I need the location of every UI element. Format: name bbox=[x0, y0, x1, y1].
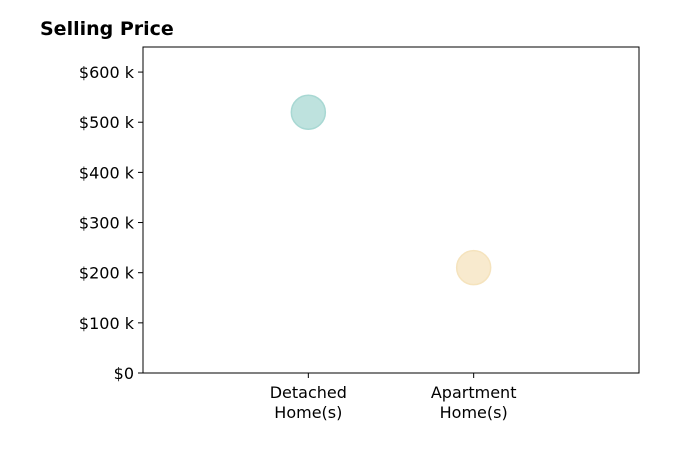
y-tick-label: $100 k bbox=[79, 314, 135, 333]
y-tick-label: $500 k bbox=[79, 113, 135, 132]
data-point bbox=[455, 249, 492, 286]
y-tick-label: $400 k bbox=[79, 163, 135, 182]
plot-area bbox=[142, 46, 640, 374]
y-tick-label: $0 bbox=[114, 364, 134, 383]
data-points bbox=[290, 94, 492, 286]
x-tick-label: Home(s) bbox=[440, 403, 508, 422]
y-axis: $0 $100 k $200 k $300 k $400 k $500 k $600 k bbox=[79, 63, 143, 383]
data-point bbox=[290, 94, 327, 130]
y-tick-label: $300 k bbox=[79, 214, 135, 233]
y-tick-label: $600 k bbox=[79, 63, 135, 82]
x-tick-label: Home(s) bbox=[274, 403, 342, 422]
chart-title: Selling Price bbox=[40, 18, 174, 40]
y-tick-label: $200 k bbox=[79, 264, 135, 283]
x-tick-label: Detached bbox=[270, 383, 347, 402]
x-tick-label: Apartment bbox=[431, 383, 517, 402]
